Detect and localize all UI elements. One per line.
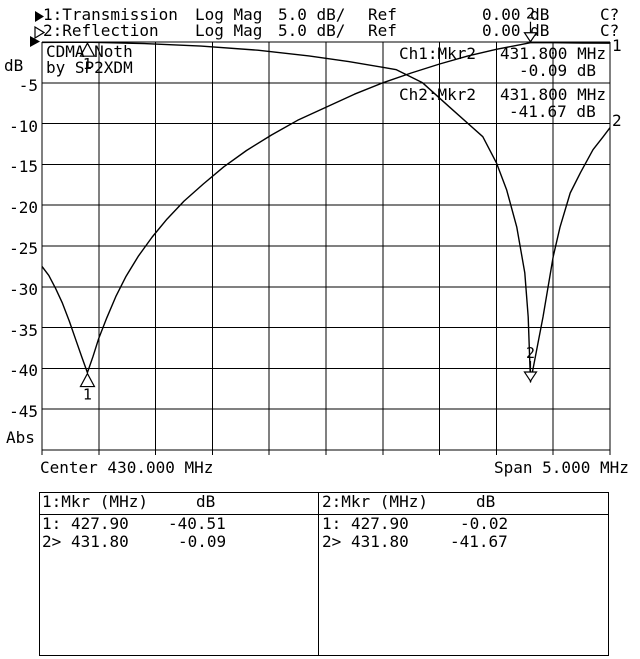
ch2-marker-freq: 431.800 MHz: [500, 85, 606, 104]
trace-2: [41, 41, 611, 383]
svg-text:2: 2: [526, 344, 535, 362]
trace-markers: 1 1 2 2: [79, 5, 538, 404]
y-axis-abs-label: Abs: [6, 428, 35, 447]
table1-row1-db: -40.51: [168, 514, 226, 533]
y-tick: -40: [9, 361, 38, 380]
span-frequency-label: Span 5.000 MHz: [494, 458, 629, 477]
table2-row1-num[interactable]: 1:: [322, 514, 342, 533]
svg-text:1: 1: [83, 386, 92, 404]
channel-1-cal-status: C?: [600, 5, 620, 24]
marker-1-trace-2: 1: [79, 41, 96, 73]
channel-2-label: 2:Reflection: [43, 21, 159, 40]
y-tick: -45: [9, 402, 38, 421]
marker-table-divider: [318, 493, 319, 655]
y-tick: -10: [9, 117, 38, 136]
center-frequency-label: Center 430.000 MHz: [40, 458, 214, 477]
y-tick: -35: [9, 321, 38, 340]
table2-row2-db: -41.67: [450, 532, 508, 551]
table2-row1-db: -0.02: [460, 514, 509, 533]
table1-row1-freq: 427.90: [71, 514, 129, 533]
graph-title-line1: CDMA Noth: [46, 42, 133, 61]
y-tick: -30: [9, 280, 38, 299]
svg-text:1: 1: [83, 55, 92, 73]
channel-2-scale: 5.0 dB/: [278, 21, 346, 40]
table1-row1-num[interactable]: 1:: [42, 514, 62, 533]
marker-1-trace-1: 1: [79, 372, 96, 404]
graph-title-line2: by SP2XDM: [46, 58, 133, 77]
channel-2-format: Log Mag: [195, 21, 263, 40]
channel-1-ref-label: Ref: [368, 5, 397, 24]
table1-row2-freq: 431.80: [71, 532, 129, 551]
table2-row1-freq: 427.90: [351, 514, 409, 533]
marker-2-trace-2: 2: [523, 344, 538, 383]
table2-unit: dB: [476, 492, 496, 511]
table1-row2-num[interactable]: 2>: [42, 532, 62, 551]
table2-header: 2:Mkr (MHz): [322, 492, 428, 511]
ref-level-indicator-icon: [30, 36, 40, 47]
channel-1-format: Log Mag: [195, 5, 263, 24]
ch2-marker-readout-label: Ch2:Mkr2: [399, 85, 477, 104]
ch2-marker-value: -41.67 dB: [509, 102, 596, 121]
table2-row2-freq: 431.80: [351, 532, 409, 551]
table1-row2-db: -0.09: [178, 532, 227, 551]
y-tick: -20: [9, 198, 38, 217]
y-axis-unit-label: dB: [4, 56, 24, 75]
marker-table-header-rule: [40, 514, 608, 515]
channel-2-cal-status: C?: [600, 21, 620, 40]
ch1-marker-freq: 431.800 MHz: [500, 44, 606, 63]
y-tick: -15: [9, 157, 38, 176]
trace-1-end-label: 1: [612, 36, 622, 55]
table1-header: 1:Mkr (MHz): [42, 492, 148, 511]
table1-unit: dB: [196, 492, 216, 511]
table2-row2-num[interactable]: 2>: [322, 532, 342, 551]
channel-1-label: 1:Transmission: [43, 5, 178, 24]
ch1-marker-value: -0.09 dB: [519, 61, 597, 80]
trace-1: [41, 42, 611, 374]
ch1-marker-readout-label: Ch1:Mkr2: [399, 44, 477, 63]
marker-2-trace-1: 2: [523, 5, 538, 43]
channel-1-scale: 5.0 dB/: [278, 5, 346, 24]
inactive-channel-icon: [34, 24, 46, 43]
grid-lines: [41, 41, 611, 455]
trace-2-end-label: 2: [612, 111, 622, 130]
channel-2-ref-label: Ref: [368, 21, 397, 40]
svg-text:2: 2: [526, 5, 535, 23]
channel-1-ref-value: 0.00 dB: [482, 5, 550, 24]
y-tick: -25: [9, 239, 38, 258]
y-tick: -5: [18, 76, 38, 95]
active-channel-icon: [34, 8, 45, 27]
marker-table-box: [39, 492, 609, 656]
traces: [41, 41, 611, 383]
